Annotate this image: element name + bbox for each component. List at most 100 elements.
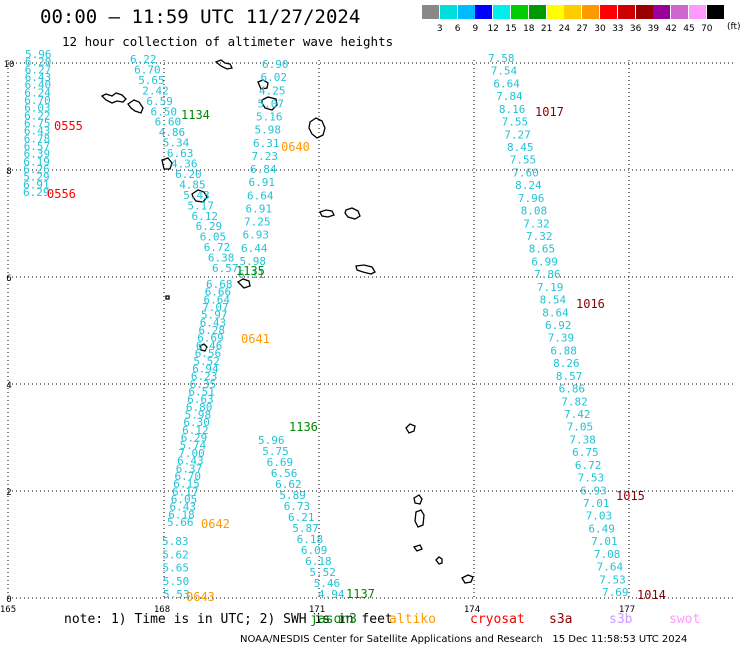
wave-height-value: 5.53 bbox=[163, 588, 190, 601]
wave-height-value: 5.97 bbox=[201, 309, 228, 322]
wave-height-value: 6.37 bbox=[176, 462, 203, 475]
wave-height-value: 6.18 bbox=[168, 508, 195, 521]
wave-height-value: 4.36 bbox=[171, 158, 198, 171]
wave-height-value: 6.02 bbox=[261, 71, 288, 84]
wave-height-value: 6.44 bbox=[241, 242, 268, 255]
wave-height-value: 6.20 bbox=[25, 56, 52, 69]
wave-height-value: 6.78 bbox=[24, 132, 51, 145]
island-outline bbox=[435, 556, 443, 565]
island-outline bbox=[199, 343, 208, 352]
island-outline bbox=[413, 494, 423, 505]
wave-height-value: 6.75 bbox=[24, 117, 51, 130]
wave-height-value: 7.42 bbox=[564, 408, 591, 421]
wave-height-value: 5.66 bbox=[167, 516, 194, 529]
island-outline bbox=[236, 278, 251, 289]
scale-swatch bbox=[439, 5, 457, 19]
wave-height-value: 5.75 bbox=[262, 445, 289, 458]
y-tick-label: 6 bbox=[6, 274, 11, 284]
axis-tick-labels: 165 168 171 174 177 0 2 4 6 8 10 bbox=[0, 60, 635, 615]
scale-swatch bbox=[422, 5, 439, 19]
scale-label: 12 bbox=[487, 24, 499, 34]
wave-height-value: 6.93 bbox=[580, 484, 607, 497]
wave-height-value: 6.21 bbox=[288, 511, 315, 524]
wave-height-value: 4.94 bbox=[318, 588, 345, 601]
satellite-legend-item: jason3 bbox=[310, 612, 357, 627]
pass-label: 0641 bbox=[241, 332, 270, 346]
pass-label: 0640 bbox=[281, 140, 310, 154]
pass-label: 1137 bbox=[346, 587, 375, 601]
wave-height-value: 6.29 bbox=[196, 220, 223, 233]
y-tick-label: 10 bbox=[4, 60, 15, 70]
wave-height-value: 6.43 bbox=[200, 316, 227, 329]
wave-height-value: 8.64 bbox=[542, 306, 569, 319]
wave-height-value: 6.43 bbox=[24, 125, 51, 138]
wave-height-value: 6.35 bbox=[190, 378, 217, 391]
wave-height-value: 7.96 bbox=[518, 192, 545, 205]
altimeter-tracks: 5.966.206.276.436.406.246.706.036.226.75… bbox=[23, 48, 629, 601]
wave-height-value: 6.22 bbox=[130, 53, 157, 66]
scale-label: 15 bbox=[505, 24, 517, 34]
scale-swatch bbox=[511, 5, 528, 19]
y-tick-label: 8 bbox=[6, 167, 11, 177]
wave-height-value: 6.40 bbox=[25, 79, 51, 92]
pass-label: 1014 bbox=[637, 588, 666, 602]
scale-swatch bbox=[564, 5, 582, 19]
wave-height-value: 6.12 bbox=[192, 210, 219, 223]
wave-height-value: 7.86 bbox=[534, 268, 561, 281]
island-outline bbox=[165, 295, 170, 300]
island-outline bbox=[461, 574, 474, 584]
wave-height-value: 6.66 bbox=[205, 286, 232, 299]
wave-height-value: 5.43 bbox=[183, 189, 210, 202]
wave-height-value: 8.54 bbox=[540, 294, 567, 307]
island-outline bbox=[412, 544, 423, 552]
island-outline bbox=[261, 96, 278, 111]
wave-height-value: 4.85 bbox=[179, 178, 206, 191]
pass-label: 1015 bbox=[616, 489, 645, 503]
scale-swatch bbox=[671, 5, 689, 19]
wave-height-value: 6.57 bbox=[24, 140, 51, 153]
scale-label: 3 bbox=[436, 24, 443, 34]
wave-height-value: 6.03 bbox=[24, 102, 51, 115]
wave-height-value: 5.07 bbox=[258, 97, 285, 110]
wave-height-value: 6.99 bbox=[531, 255, 558, 268]
wave-height-value: 6.70 bbox=[24, 94, 51, 107]
wave-height-value: 6.12 bbox=[182, 424, 209, 437]
wave-height-value: 6.91 bbox=[249, 176, 276, 189]
wave-height-value: 6.29 bbox=[23, 186, 50, 199]
wave-height-value: 6.70 bbox=[134, 64, 161, 77]
wave-height-value: 6.73 bbox=[284, 500, 311, 513]
wave-height-value: 6.72 bbox=[575, 459, 602, 472]
wave-height-value: 6.19 bbox=[23, 155, 50, 168]
wave-height-value: 7.84 bbox=[496, 90, 523, 103]
island-outline bbox=[127, 99, 144, 114]
scale-swatch bbox=[582, 5, 600, 19]
wave-height-value: 5.98 bbox=[255, 124, 282, 137]
scale-swatch bbox=[546, 5, 564, 19]
wave-height-value: 8.24 bbox=[515, 179, 542, 192]
wave-height-value: 6.90 bbox=[262, 58, 289, 71]
pass-label: 1136 bbox=[289, 420, 318, 434]
wave-height-value: 7.64 bbox=[597, 561, 624, 574]
pass-label: 0556 bbox=[47, 187, 76, 201]
wave-height-value: 6.11 bbox=[238, 268, 265, 281]
island-outline bbox=[405, 423, 416, 434]
wave-height-value: 7.27 bbox=[504, 128, 531, 141]
wave-height-value: 6.63 bbox=[187, 393, 214, 406]
wave-height-value: 4.25 bbox=[259, 84, 286, 97]
scale-swatch bbox=[475, 5, 493, 19]
wave-height-value: 7.82 bbox=[561, 395, 588, 408]
wave-height-value: 6.70 bbox=[175, 470, 202, 483]
wave-height-value: 6.23 bbox=[191, 370, 218, 383]
scale-label: 45 bbox=[683, 24, 695, 34]
wave-height-value: 6.15 bbox=[173, 478, 200, 491]
wave-height-value: 7.25 bbox=[244, 216, 271, 229]
scale-label: 18 bbox=[523, 24, 535, 34]
page-subtitle: 12 hour collection of altimeter wave hei… bbox=[62, 34, 394, 49]
wave-height-value: 6.20 bbox=[175, 168, 202, 181]
wave-height-value: 7.58 bbox=[488, 52, 515, 65]
island-outlines bbox=[100, 59, 474, 584]
wave-height-value: 6.86 bbox=[559, 383, 586, 396]
wave-height-value: 6.63 bbox=[167, 147, 194, 160]
scale-label: 36 bbox=[629, 24, 642, 34]
wave-height-value: 6.84 bbox=[250, 163, 277, 176]
